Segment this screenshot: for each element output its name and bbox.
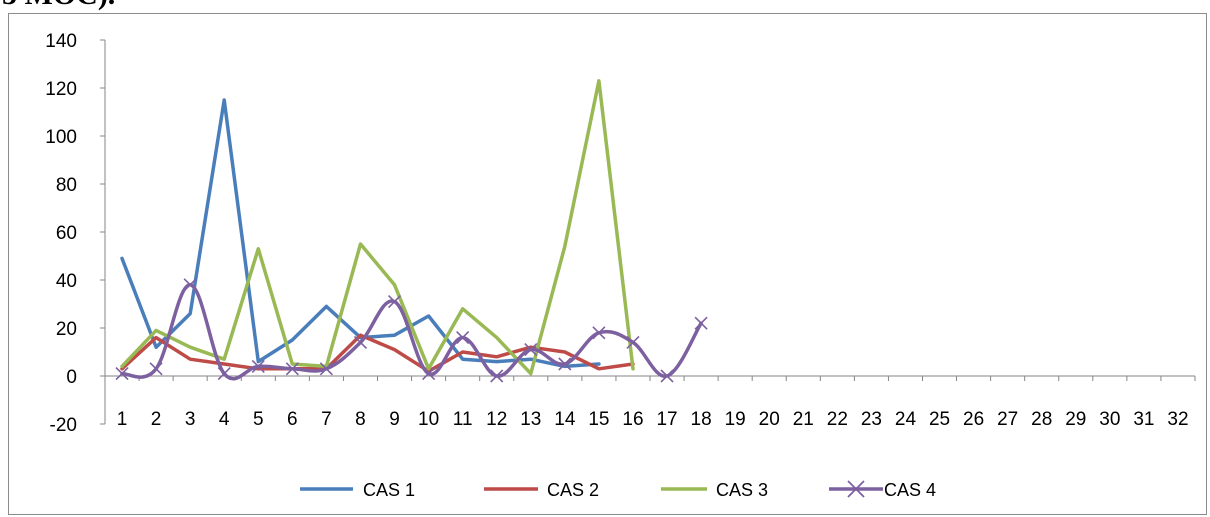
series-point-cas-4: [183, 278, 197, 292]
chart-frame: [8, 13, 1207, 515]
x-tick-label: 28: [1031, 409, 1052, 430]
x-tick-label: 5: [253, 409, 264, 430]
chart-plot-area: [115, 79, 708, 383]
legend-item-cas-2: CAS 2: [484, 480, 599, 500]
series-point-cas-4: [149, 362, 163, 376]
legend-label: CAS 2: [547, 480, 599, 500]
x-tick-label: 24: [895, 409, 917, 430]
x-tick-label: 8: [355, 409, 366, 430]
x-tick-label: 30: [1099, 409, 1120, 430]
legend-marker-x-icon: [847, 480, 865, 498]
x-tick-label: 21: [793, 409, 814, 430]
x-tick-label: 31: [1133, 409, 1154, 430]
series-point-cas-4: [353, 335, 368, 349]
x-tick-label: 26: [963, 409, 984, 430]
chart-legend: CAS 1 CAS 2 CAS 3 CAS 4: [300, 480, 936, 500]
legend-item-cas-4: CAS 4: [829, 480, 936, 500]
series-point-cas-4: [626, 335, 640, 349]
y-tick-label: -20: [50, 415, 77, 436]
x-tick-label: 18: [691, 409, 712, 430]
series-point-cas-4: [115, 367, 129, 381]
series-line-cas-1: [120, 98, 601, 369]
series-line-cas-3: [120, 79, 635, 376]
series-point-cas-4: [558, 357, 572, 371]
x-tick-label: 14: [554, 409, 576, 430]
x-tick-label: 11: [453, 409, 473, 430]
series-point-cas-4: [490, 369, 504, 383]
legend-label: CAS 3: [716, 480, 768, 500]
series-line-cas-2: [120, 333, 635, 373]
x-tick-label: 10: [418, 409, 439, 430]
series-point-cas-4: [422, 367, 436, 381]
series-point-cas-4: [524, 343, 538, 357]
x-tick-label: 13: [520, 409, 541, 430]
series-point-cas-4: [660, 369, 674, 383]
series-point-cas-4: [251, 359, 265, 373]
series-point-cas-4: [285, 362, 299, 376]
y-tick-label: 20: [56, 319, 77, 340]
series-line-cas-4: [120, 283, 703, 381]
x-tick-label: 27: [997, 409, 1018, 430]
y-tick-label: 100: [45, 127, 77, 148]
y-tick-label: 60: [56, 223, 77, 244]
x-tick-label: 15: [588, 409, 609, 430]
x-tick-label: 6: [287, 409, 298, 430]
series-point-cas-4: [456, 331, 470, 345]
x-tick-label: 17: [656, 409, 677, 430]
x-tick-label: 25: [929, 409, 950, 430]
x-tick-label: 16: [622, 409, 643, 430]
legend-label: CAS 4: [884, 480, 936, 500]
x-tick-label: 22: [827, 409, 848, 430]
page-title-fragment: 5 MOC).: [2, 0, 115, 10]
legend-label: CAS 1: [363, 480, 415, 500]
series-point-cas-4: [217, 367, 231, 381]
legend-item-cas-3: CAS 3: [661, 480, 768, 500]
x-tick-label: 12: [486, 409, 507, 430]
x-tick-label: 2: [151, 409, 162, 430]
x-tick-label: 1: [117, 409, 128, 430]
x-tick-label: 20: [759, 409, 780, 430]
y-tick-label: 120: [45, 79, 77, 100]
y-tick-label: 0: [66, 367, 77, 388]
x-tick-label: 29: [1065, 409, 1086, 430]
series-point-cas-4: [319, 362, 333, 376]
y-tick-label: 40: [56, 271, 77, 292]
series-point-cas-4: [387, 295, 402, 309]
x-tick-label: 3: [185, 409, 196, 430]
y-tick-label: 80: [56, 175, 77, 196]
x-tick-label: 19: [725, 409, 746, 430]
x-tick-label: 23: [861, 409, 882, 430]
x-tick-label: 4: [219, 409, 230, 430]
series-point-cas-4: [592, 326, 606, 340]
series-point-cas-4: [694, 316, 708, 330]
x-tick-label: 7: [321, 409, 332, 430]
x-tick-label: 9: [389, 409, 400, 430]
y-tick-label: 140: [45, 31, 77, 52]
x-tick-label: 32: [1167, 409, 1188, 430]
legend-item-cas-1: CAS 1: [300, 480, 415, 500]
